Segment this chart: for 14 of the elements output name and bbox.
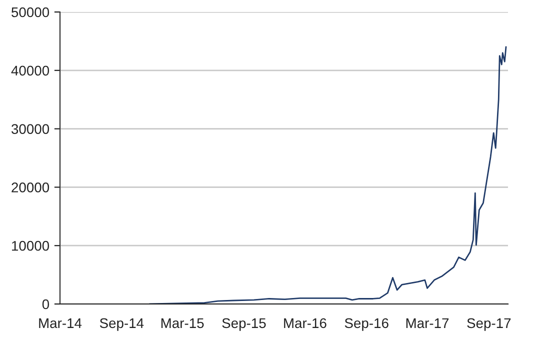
x-tick-label: Mar-14 bbox=[39, 318, 82, 328]
y-tick-label: 20000 bbox=[12, 182, 50, 192]
y-tick-label: 40000 bbox=[11, 66, 50, 76]
y-tick-label: 10000 bbox=[12, 240, 50, 251]
y-tick-label: 0 bbox=[42, 299, 50, 310]
x-tick-label: Mar-15 bbox=[161, 318, 204, 328]
x-tick-label: Sep-14 bbox=[100, 318, 144, 331]
x-tick-label: Mar-17 bbox=[406, 318, 449, 328]
y-tick-label: 30000 bbox=[11, 124, 50, 134]
x-tick-label: Sep-15 bbox=[222, 318, 266, 331]
y-tick-label: 50000 bbox=[12, 7, 50, 18]
x-tick-label: Sep-16 bbox=[344, 318, 388, 331]
x-tick-label: Mar-16 bbox=[284, 318, 326, 328]
x-tick-label: Sep-17 bbox=[467, 318, 511, 331]
